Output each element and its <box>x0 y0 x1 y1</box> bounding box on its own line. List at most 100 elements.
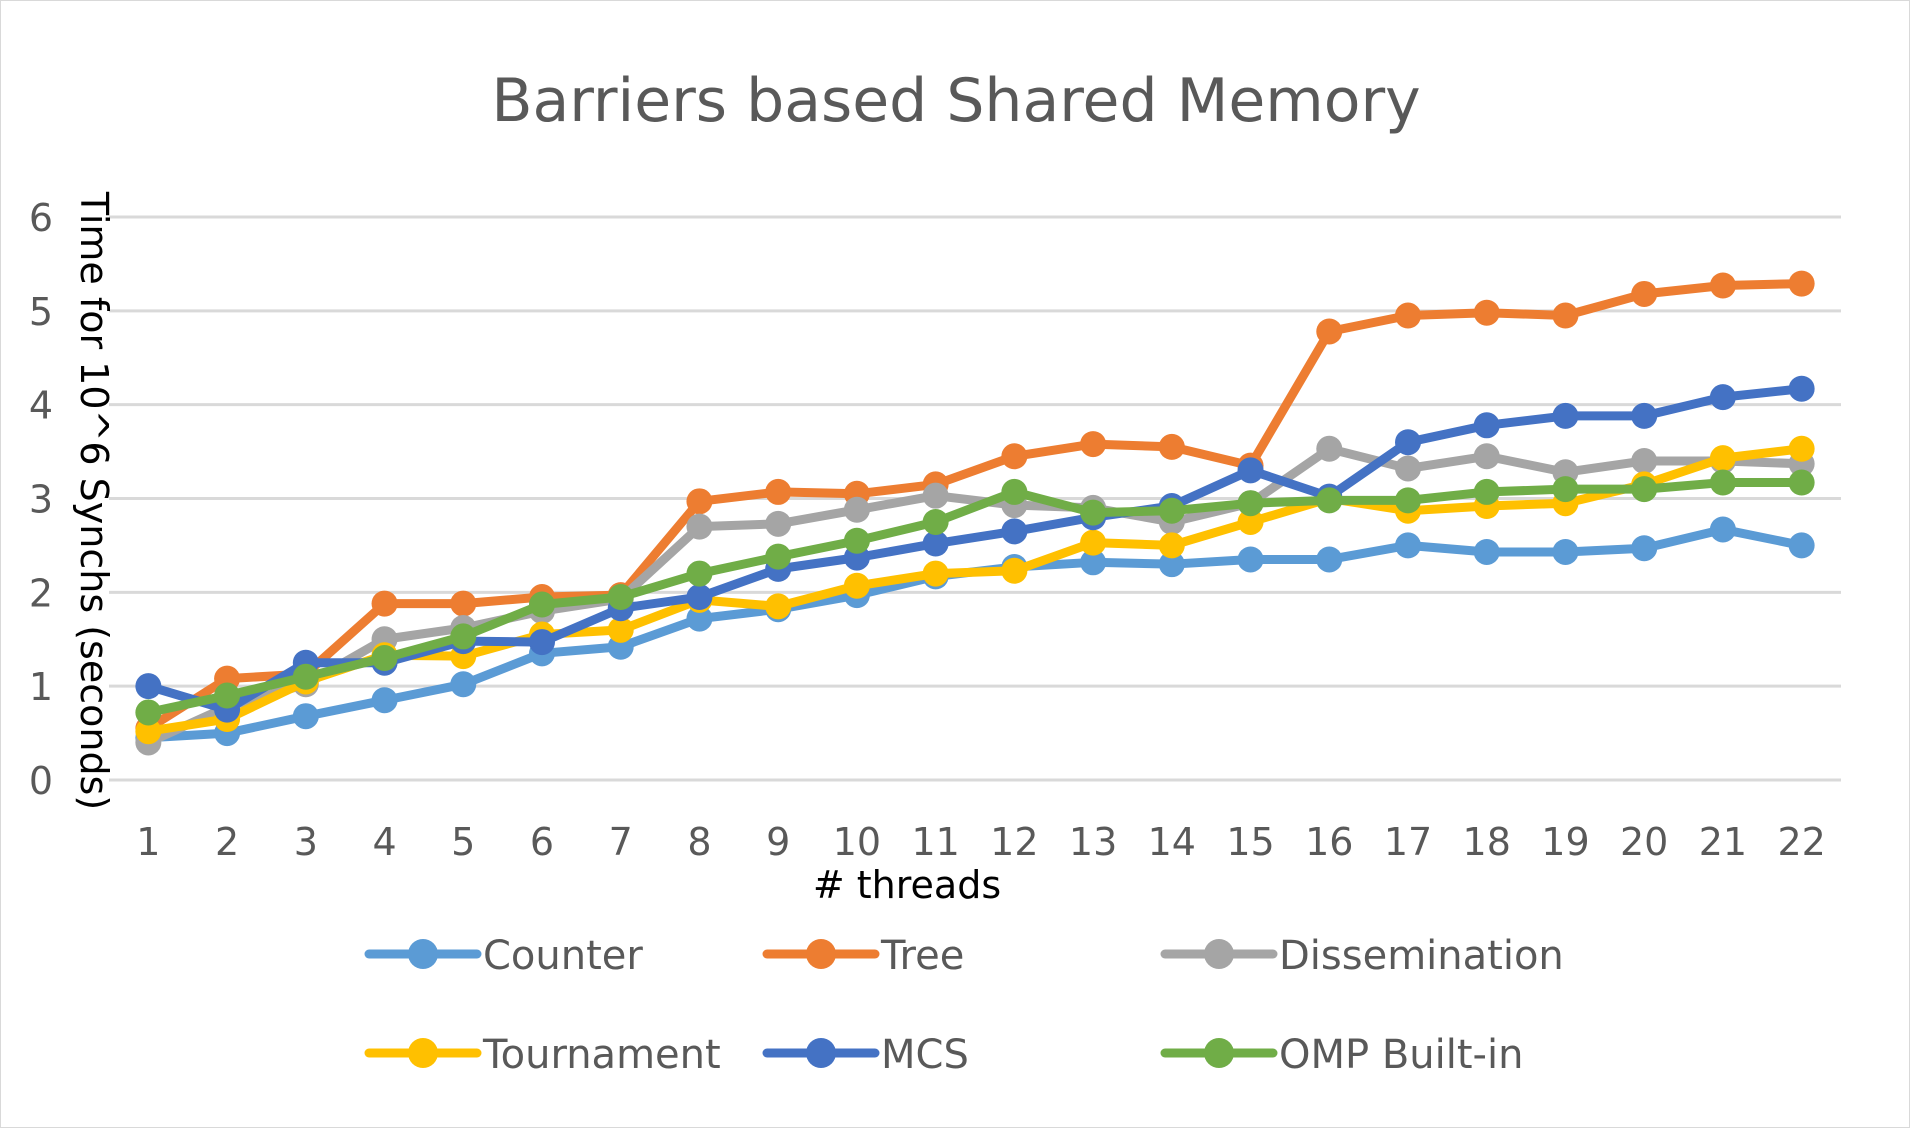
data-point <box>1237 457 1264 484</box>
data-point <box>1001 443 1028 470</box>
data-point <box>1316 487 1343 514</box>
data-point <box>214 682 241 709</box>
data-point <box>922 508 949 535</box>
data-point <box>1158 497 1185 524</box>
data-point <box>765 478 792 505</box>
legend-label: Dissemination <box>1279 933 1564 979</box>
legend-label: Counter <box>483 933 643 979</box>
data-point <box>1709 384 1736 411</box>
x-tick-label: 9 <box>766 820 790 864</box>
data-point <box>450 590 477 617</box>
data-point <box>1473 299 1500 326</box>
data-point <box>1473 538 1500 565</box>
data-point <box>135 673 162 700</box>
x-tick-label: 14 <box>1148 820 1196 864</box>
x-tick-label: 1 <box>136 820 160 864</box>
data-point <box>1788 375 1815 402</box>
data-point <box>1552 476 1579 503</box>
data-point <box>1552 302 1579 329</box>
data-point <box>1552 402 1579 429</box>
data-point <box>1788 270 1815 297</box>
data-point <box>529 591 555 618</box>
data-point <box>1316 435 1343 462</box>
series-line <box>143 384 1807 715</box>
data-point <box>135 718 162 745</box>
legend-item: Counter <box>364 933 643 979</box>
legend-item: Tournament <box>364 1032 721 1078</box>
data-point <box>1709 272 1736 299</box>
data-point <box>765 593 792 620</box>
series-line <box>143 478 1807 717</box>
legend-label: MCS <box>881 1032 969 1078</box>
data-point <box>1158 551 1185 578</box>
data-point <box>1395 487 1421 514</box>
x-tick-label: 17 <box>1384 820 1432 864</box>
x-tick-label: 18 <box>1463 820 1511 864</box>
data-point <box>843 572 870 599</box>
data-point <box>1631 280 1658 307</box>
data-point <box>686 488 713 515</box>
data-point <box>371 590 398 617</box>
series-omp-built-in <box>135 469 1815 726</box>
legend-label: Tournament <box>482 1032 721 1078</box>
x-tick-label: 11 <box>911 820 959 864</box>
y-tick-labels: 0 1 2 3 4 5 6 <box>29 196 53 803</box>
data-point <box>529 629 555 656</box>
data-point <box>450 623 477 650</box>
y-tick-label: 2 <box>29 571 53 615</box>
data-point <box>686 605 713 632</box>
legend-label: OMP Built-in <box>1279 1032 1523 1078</box>
x-axis-title: # threads <box>813 863 1001 907</box>
x-tick-label: 12 <box>990 820 1038 864</box>
legend-item: Tree <box>762 933 964 979</box>
data-point <box>1158 433 1185 460</box>
y-tick-label: 6 <box>29 196 53 240</box>
legend-swatch-marker <box>806 939 836 969</box>
data-point <box>607 616 634 643</box>
x-tick-label: 21 <box>1699 820 1747 864</box>
x-tick-label: 4 <box>372 820 396 864</box>
data-point <box>765 543 792 570</box>
x-tick-label: 5 <box>451 820 475 864</box>
data-point <box>1631 476 1658 503</box>
data-point <box>1631 535 1658 562</box>
x-tick-label: 2 <box>215 820 239 864</box>
data-point <box>1237 490 1264 517</box>
data-point <box>843 496 870 523</box>
data-point <box>1316 318 1343 345</box>
data-point <box>1631 402 1658 429</box>
data-point <box>1473 443 1500 470</box>
data-point <box>1709 445 1736 472</box>
x-tick-label: 6 <box>530 820 554 864</box>
data-point <box>1080 499 1107 526</box>
data-point <box>1395 302 1421 329</box>
data-point <box>1316 546 1343 573</box>
data-point <box>686 584 713 611</box>
legend-item: Dissemination <box>1160 933 1564 979</box>
data-point <box>1552 538 1579 565</box>
x-tick-labels: 1 2 3 4 5 6 7 8 9 10 11 12 13 14 15 16 17 18 19 20 21 22 <box>136 820 1826 864</box>
data-point <box>1001 557 1028 584</box>
y-tick-label: 5 <box>29 290 53 334</box>
data-point <box>1237 546 1264 573</box>
data-point <box>292 703 319 730</box>
data-point <box>450 671 477 698</box>
legend-label: Tree <box>880 933 964 979</box>
y-tick-label: 3 <box>29 478 53 522</box>
data-point <box>1237 508 1264 535</box>
data-point <box>843 527 870 554</box>
data-point <box>1395 429 1421 456</box>
x-tick-label: 8 <box>687 820 711 864</box>
series-lines <box>135 270 1815 756</box>
legend-swatch-marker <box>806 1038 836 1068</box>
legend-item: MCS <box>762 1032 969 1078</box>
data-point <box>1080 529 1107 556</box>
y-axis-title: Time for 10^6 Synchs (seconds) <box>72 191 116 810</box>
x-tick-label: 22 <box>1777 820 1825 864</box>
x-tick-label: 3 <box>294 820 318 864</box>
data-point <box>1473 478 1500 505</box>
data-point <box>686 560 713 587</box>
data-point <box>1080 549 1107 576</box>
y-tick-label: 4 <box>29 384 53 428</box>
